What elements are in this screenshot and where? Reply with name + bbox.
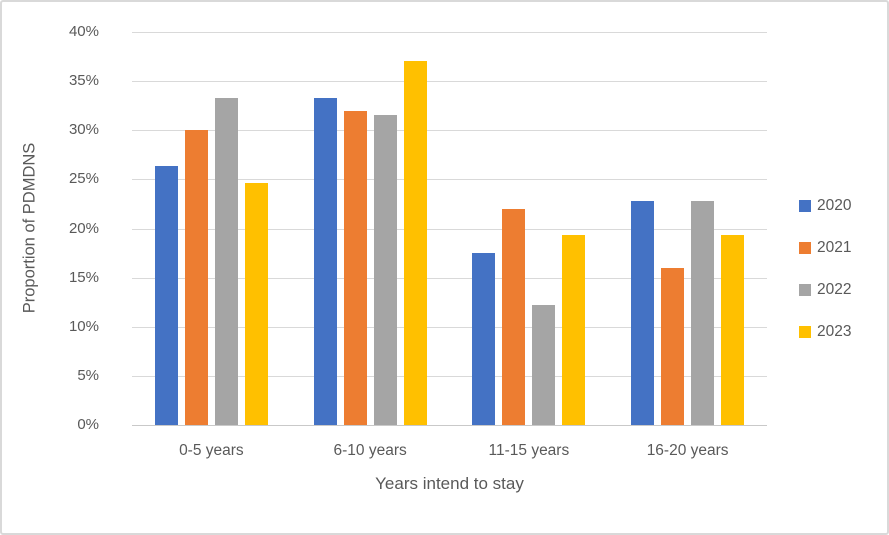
bar-2021-6-10-years bbox=[343, 110, 367, 425]
y-tick-label: 15% bbox=[68, 268, 99, 286]
legend-swatch-icon bbox=[799, 284, 811, 296]
gridline bbox=[132, 228, 767, 230]
bar-2023-16-20-years bbox=[721, 235, 745, 425]
legend-swatch-icon bbox=[799, 200, 811, 212]
gridline bbox=[132, 32, 767, 33]
x-category-label: 11-15 years bbox=[488, 442, 570, 459]
plot-area bbox=[132, 32, 767, 426]
y-tick-label: 30% bbox=[68, 121, 99, 139]
gridline bbox=[132, 130, 767, 132]
x-category-label: 6-10 years bbox=[333, 442, 407, 459]
bar-2022-6-10-years bbox=[373, 114, 397, 425]
legend-swatch-icon bbox=[799, 242, 811, 254]
y-axis-title: Proportion of PDMDNS bbox=[20, 142, 39, 314]
legend-label: 2021 bbox=[817, 239, 852, 256]
legend-item-2021: 2021 bbox=[799, 240, 851, 256]
bar-2021-16-20-years bbox=[661, 267, 685, 425]
bar-2021-11-15-years bbox=[502, 208, 526, 425]
bar-2021-0-5-years bbox=[184, 130, 208, 425]
bar-group bbox=[608, 32, 767, 425]
x-category-label: 16-20 years bbox=[646, 442, 729, 459]
legend-item-2020: 2020 bbox=[799, 198, 851, 214]
bar-2022-0-5-years bbox=[214, 97, 238, 425]
bar-2022-16-20-years bbox=[691, 201, 715, 425]
legend-label: 2022 bbox=[817, 281, 852, 298]
gridline bbox=[132, 277, 767, 279]
bar-group bbox=[450, 32, 609, 425]
x-axis-line bbox=[132, 425, 767, 426]
legend-swatch-icon bbox=[799, 326, 811, 338]
bar-2023-6-10-years bbox=[403, 61, 427, 425]
bar-2023-0-5-years bbox=[244, 183, 268, 425]
bar-group bbox=[291, 32, 450, 425]
bar-2022-11-15-years bbox=[532, 305, 556, 425]
y-tick-label: 35% bbox=[68, 72, 99, 90]
y-tick-label: 40% bbox=[68, 23, 99, 40]
bar-2020-0-5-years bbox=[154, 165, 178, 425]
y-tick-label: 5% bbox=[77, 366, 99, 384]
gridline bbox=[132, 375, 767, 377]
bar-2020-11-15-years bbox=[472, 253, 496, 425]
legend-label: 2020 bbox=[817, 197, 852, 214]
gridline bbox=[132, 326, 767, 328]
bar-group bbox=[132, 32, 291, 425]
x-category-label: 0-5 years bbox=[179, 442, 244, 459]
bar-2020-6-10-years bbox=[313, 97, 337, 425]
gridline bbox=[132, 179, 767, 181]
y-tick-label: 10% bbox=[68, 317, 99, 335]
legend-item-2023: 2023 bbox=[799, 324, 851, 340]
legend-item-2022: 2022 bbox=[799, 282, 851, 298]
y-tick-label: 0% bbox=[77, 416, 99, 433]
legend: 2020 2021 2022 2023 bbox=[799, 198, 851, 366]
legend-label: 2023 bbox=[817, 323, 852, 340]
bar-2020-16-20-years bbox=[631, 201, 655, 425]
bar-2023-11-15-years bbox=[562, 235, 586, 425]
gridline bbox=[132, 81, 767, 83]
y-tick-label: 20% bbox=[68, 219, 99, 237]
y-tick-label: 25% bbox=[68, 170, 99, 188]
x-axis-title: Years intend to stay bbox=[375, 474, 524, 493]
